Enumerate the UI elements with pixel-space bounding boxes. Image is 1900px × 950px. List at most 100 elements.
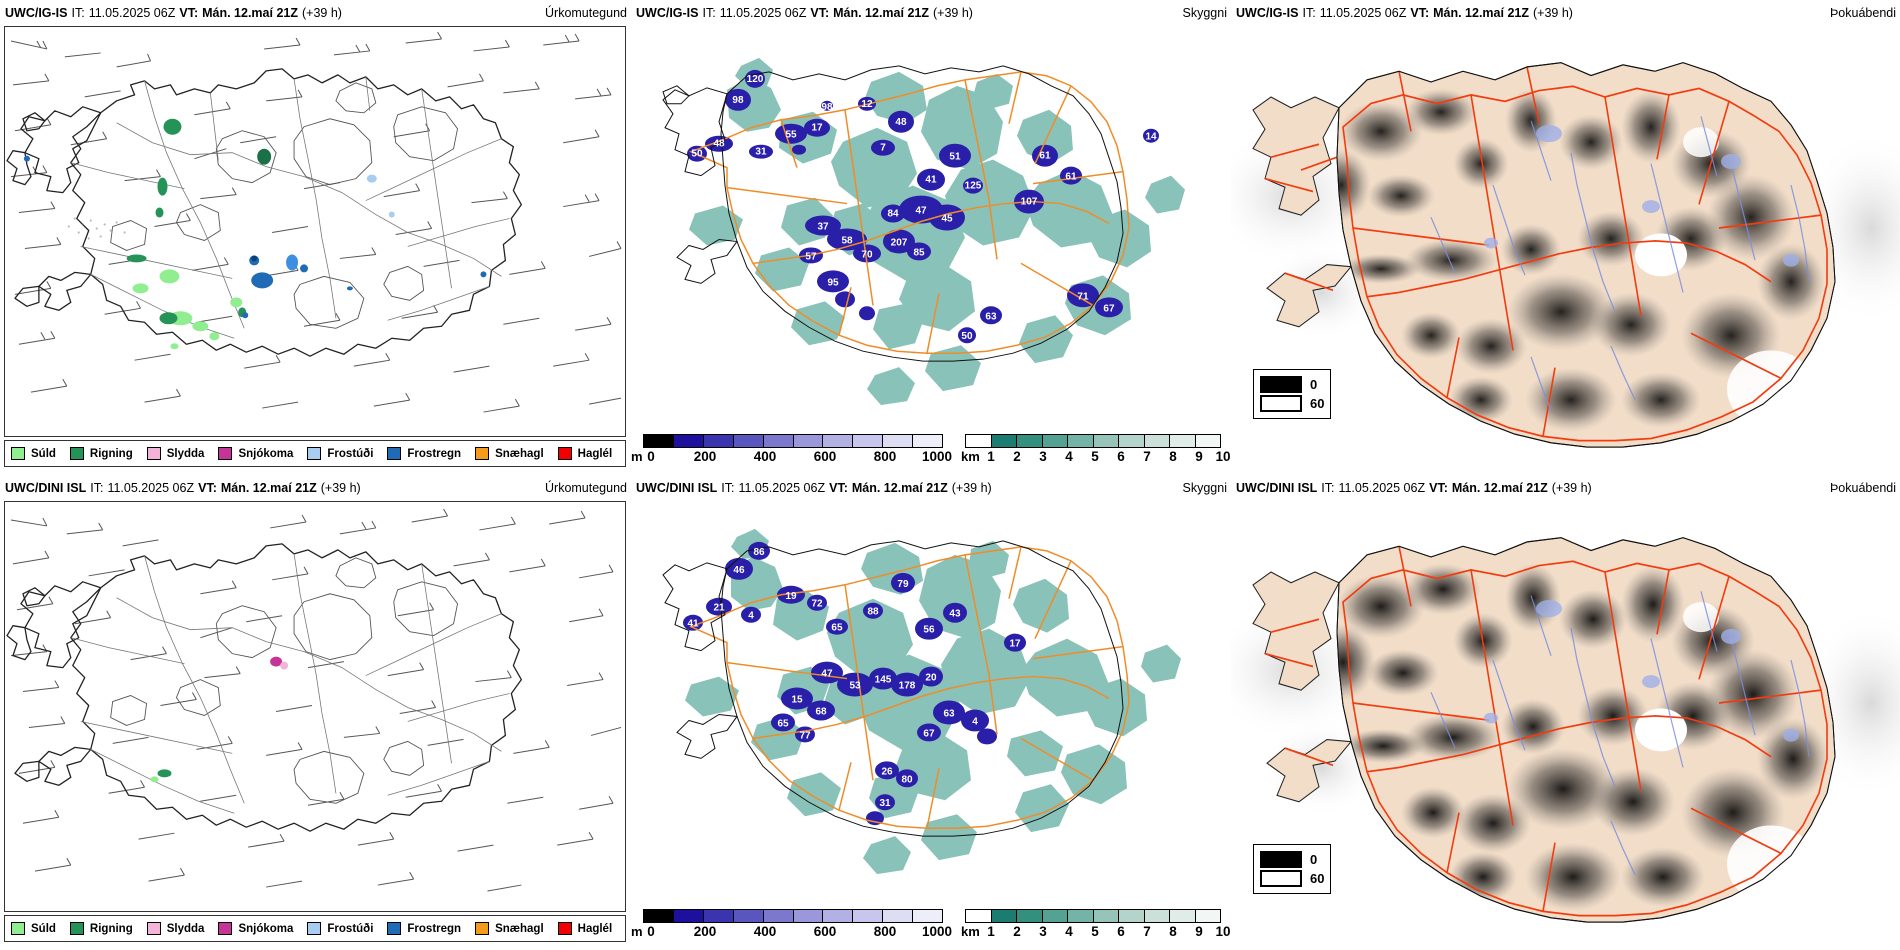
- svg-text:68: 68: [815, 706, 827, 717]
- cbar-cell: [853, 910, 884, 922]
- valid-time-value: Mán. 12.maí 21Z: [851, 481, 948, 495]
- init-time-label: IT:: [702, 6, 716, 20]
- panel-header: UWC/IG-IS IT: 11.05.2025 06Z VT: Mán. 12…: [0, 0, 631, 26]
- legend-label-snaehagl: Snæhagl: [495, 922, 544, 935]
- fog-map[interactable]: [1231, 24, 1900, 475]
- cbar-cell: [793, 910, 824, 922]
- visibility-ticks: 1 2 3 4 5 6 7 8 9 10: [965, 448, 1230, 464]
- init-time-label: IT:: [1302, 6, 1316, 20]
- cbar-cell: [1068, 435, 1094, 447]
- legend-label-haglel: Haglél: [577, 922, 613, 935]
- cbar-cell: [1068, 910, 1094, 922]
- cbar-cell: [673, 435, 704, 447]
- field-name-label: Þokuábendi: [1829, 481, 1896, 495]
- cloudbase-visibility-map[interactable]: 98 120 55 50 48 31 17 7 48 12 41 51 125 …: [631, 24, 1231, 433]
- cbar-tick: 0: [647, 924, 655, 939]
- cbar-tick: 10: [1215, 449, 1231, 464]
- glacier-outlines: [110, 82, 459, 329]
- cbar-cell: [1042, 435, 1068, 447]
- valid-time-value: Mán. 12.maí 21Z: [202, 6, 298, 20]
- cbar-tick: 1: [987, 449, 995, 464]
- fog-legend-swatch-black: [1260, 851, 1302, 868]
- lakes-layer: [1484, 124, 1799, 267]
- cbar-cell: [966, 435, 992, 447]
- svg-text:19: 19: [785, 591, 797, 602]
- cbar-cell: [823, 910, 854, 922]
- valid-time-value: Mán. 12.maí 21Z: [1433, 6, 1529, 20]
- legend-item-haglel: Haglél: [557, 447, 612, 460]
- cbar-cell: [644, 910, 674, 922]
- svg-text:65: 65: [777, 718, 789, 729]
- precip-type-legend: Súld Rigning Slydda Snjókoma Frostúði Fr…: [4, 915, 626, 942]
- cloudbase-map[interactable]: 98 120 55 50 48 31 17 7 48 12 41 51 125 …: [631, 24, 1231, 433]
- legend-label-rigning: Rigning: [89, 447, 133, 460]
- panel-cloudbase-visibility-ig-is: UWC/IG-IS IT: 11.05.2025 06Z VT: Mán. 12…: [631, 0, 1231, 475]
- cloudbase-field: [683, 541, 1026, 826]
- svg-text:57: 57: [805, 251, 817, 262]
- legend-item-snjokoma: Snjókoma: [218, 447, 293, 460]
- lakes-layer: [1484, 599, 1799, 742]
- cloudbase-colorbar[interactable]: [643, 434, 943, 448]
- lead-time: (+39 h): [951, 481, 992, 495]
- legend-swatch-snaehagl: [475, 447, 490, 460]
- cbar-tick: 200: [693, 924, 717, 939]
- station-values: 86 46 21 41 4 19 72 65 88 79 56 43 47 53…: [687, 547, 1021, 809]
- svg-text:45: 45: [941, 214, 953, 225]
- wind-barb-field: [10, 31, 622, 413]
- cbar-tick: 1000: [921, 924, 953, 939]
- cbar-cell: [644, 435, 674, 447]
- svg-text:120: 120: [747, 74, 764, 85]
- panel-header: UWC/DINI ISL IT: 11.05.2025 06Z VT: Mán.…: [631, 475, 1231, 501]
- visibility-colorbar[interactable]: [965, 434, 1221, 448]
- svg-text:4: 4: [748, 611, 754, 622]
- fog-legend-swatch-white: [1260, 870, 1302, 887]
- fog-legend-row-60: 60: [1260, 870, 1324, 887]
- legend-swatch-snjokoma: [218, 447, 233, 460]
- init-time-value: 11.05.2025 06Z: [1319, 6, 1407, 20]
- cbar-cell: [1144, 435, 1170, 447]
- cbar-cell: [1042, 910, 1068, 922]
- fog-legend-swatch-white: [1260, 395, 1302, 412]
- fog-map[interactable]: [1231, 499, 1900, 950]
- panel-header: UWC/DINI ISL IT: 11.05.2025 06Z VT: Mán.…: [1231, 475, 1900, 501]
- coastline-layer: [662, 540, 1124, 837]
- cloudbase-colorbar-wrap: 0 200 400 600 800 1000 m: [631, 909, 952, 939]
- svg-text:56: 56: [923, 625, 935, 636]
- roads-layer: [1264, 546, 1828, 917]
- legend-item-slydda: Slydda: [146, 447, 204, 460]
- svg-text:88: 88: [867, 607, 879, 618]
- cbar-tick: 800: [873, 449, 897, 464]
- legend-label-rigning: Rigning: [89, 922, 133, 935]
- init-time-label: IT:: [90, 481, 104, 495]
- cbar-tick: 600: [813, 924, 837, 939]
- model-name: UWC/IG-IS: [5, 6, 68, 20]
- visibility-colorbar[interactable]: [965, 909, 1221, 923]
- legend-swatch-frostregn: [387, 922, 402, 935]
- svg-text:20: 20: [925, 673, 937, 684]
- coastline-outline: [1336, 537, 1836, 923]
- cbar-cell: [823, 435, 854, 447]
- fog-indicator-map[interactable]: [1231, 499, 1900, 950]
- cloudbase-colorbar[interactable]: [643, 909, 943, 923]
- svg-text:37: 37: [817, 222, 829, 233]
- init-time-value: 11.05.2025 06Z: [719, 6, 807, 20]
- legend-swatch-suld: [11, 922, 25, 935]
- cloudbase-visibility-map[interactable]: 86 46 21 41 4 19 72 65 88 79 56 43 47 53…: [631, 499, 1231, 908]
- cbar-tick: 400: [753, 449, 777, 464]
- model-name: UWC/DINI ISL: [5, 481, 87, 495]
- cbar-tick: 9: [1195, 924, 1203, 939]
- precip-type-legend: Súld Rigning Slydda Snjókoma Frostúði Fr…: [4, 440, 626, 467]
- legend-item-snjokoma: Snjókoma: [218, 922, 293, 935]
- cbar-cell: [883, 910, 914, 922]
- cloudbase-unit-label: m: [631, 924, 643, 939]
- valid-time-value: Mán. 12.maí 21Z: [220, 481, 317, 495]
- cloudbase-map[interactable]: 86 46 21 41 4 19 72 65 88 79 56 43 47 53…: [631, 499, 1231, 908]
- fog-indicator-map[interactable]: [1231, 24, 1900, 475]
- precip-type-map[interactable]: [5, 502, 625, 911]
- model-name: UWC/IG-IS: [1236, 6, 1299, 20]
- precip-map-frame[interactable]: [4, 26, 626, 437]
- precip-type-map[interactable]: [5, 27, 625, 436]
- fog-legend-row-0: 0: [1260, 851, 1324, 868]
- cbar-cell: [966, 910, 992, 922]
- precip-map-frame[interactable]: [4, 501, 626, 912]
